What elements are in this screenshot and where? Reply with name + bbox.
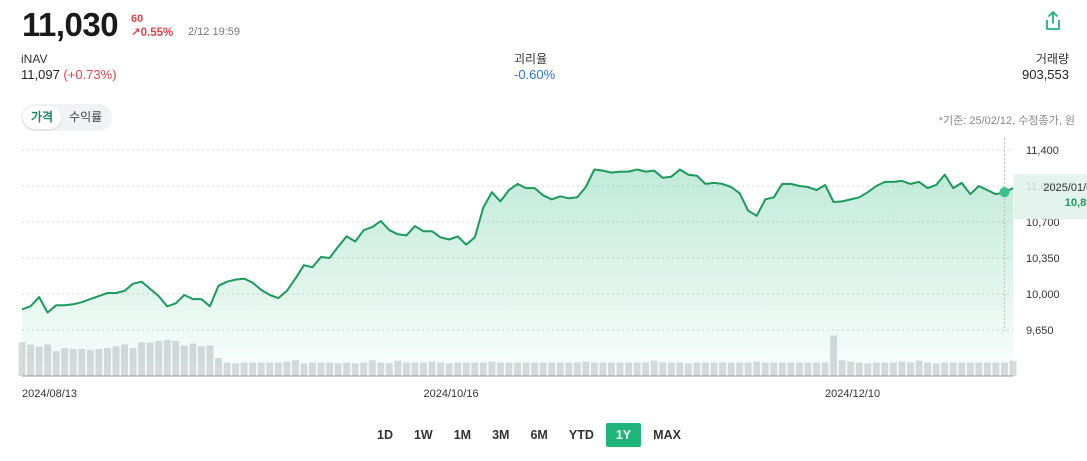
period-1y[interactable]: 1Y [605,423,642,447]
inav-stat: iNAV 11,097 (+0.73%) [21,52,117,82]
price-area [22,169,1013,376]
volume-stat: 거래량 903,553 [1022,52,1069,82]
x-tick-label: 2024/12/10 [825,388,880,400]
price-line [21,168,1014,314]
share-icon [1046,11,1060,30]
change-percent: ↗0.55% [131,27,174,39]
share-button[interactable] [1043,10,1063,32]
price-timestamp: 2/12 19:59 [188,26,240,38]
inav-change: (+0.73%) [63,67,117,82]
volume-value: 903,553 [1022,67,1069,82]
period-6m[interactable]: 6M [530,428,548,442]
y-tick-label: 10,350 [1026,253,1060,265]
period-ytd[interactable]: YTD [568,428,594,442]
period-max[interactable]: MAX [653,428,681,442]
toggle-return[interactable]: 수익률 [69,110,103,124]
inav-value: 11,097 [21,67,60,82]
x-tick-label: 2024/08/13 [22,388,77,400]
y-tick-label: 11,400 [1026,145,1059,157]
y-tick-label: 10,700 [1026,217,1060,229]
tooltip-date: 2025/01/07 [1043,182,1087,194]
period-selector: 1D 1W 1M 3M 6M YTD 1Y MAX [368,423,693,447]
period-3m[interactable]: 3M [492,428,510,442]
volume-label: 거래량 [1035,52,1069,66]
x-tick-label: 2024/10/16 [424,388,479,400]
price-change: 60 ↗0.55% [131,12,173,40]
gap-stat: 괴리율 -0.60% [514,52,555,82]
gap-label: 괴리율 [514,52,548,66]
change-absolute: 60 [131,13,144,25]
inav-value-row: 11,097 (+0.73%) [21,67,117,82]
toggle-price[interactable]: 가격 [23,106,62,129]
tooltip-box [1013,174,1087,220]
y-tick-label: 10,000 [1026,289,1060,301]
price-chart[interactable]: 11,40011,05010,70010,35010,0009,6502024/… [0,138,1087,403]
tooltip-value: 10,894 [1065,197,1087,209]
gap-value: -0.60% [514,67,556,82]
y-tick-label: 9,650 [1026,325,1054,337]
period-1d[interactable]: 1D [377,428,393,442]
basis-note: *기준: 25/02/12, 수정종가, 원 [938,115,1075,127]
period-1w[interactable]: 1W [413,428,433,442]
inav-label: iNAV [21,52,48,66]
chart-mode-toggle: 가격 수익률 [21,104,113,131]
current-price: 11,030 [22,6,119,43]
period-1m[interactable]: 1M [453,428,472,442]
highlight-point[interactable] [999,187,1010,198]
